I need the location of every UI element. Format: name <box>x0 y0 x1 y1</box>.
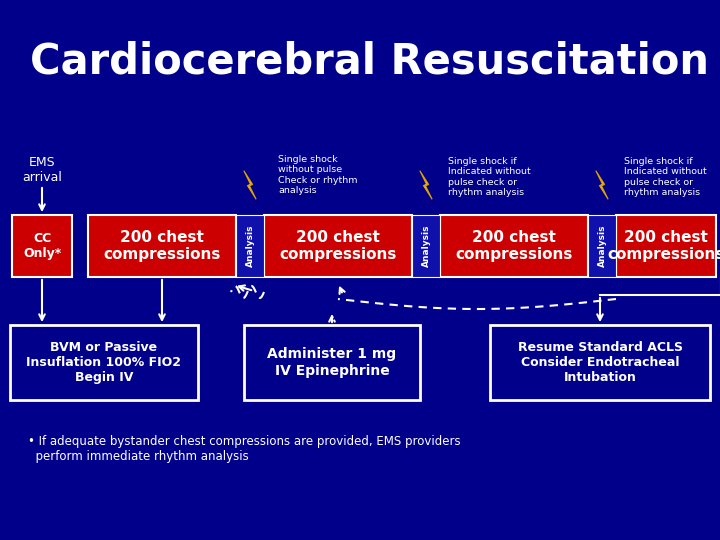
Polygon shape <box>244 171 256 199</box>
Text: • If adequate bystander chest compressions are provided, EMS providers
  perform: • If adequate bystander chest compressio… <box>28 435 461 463</box>
Text: Analysis: Analysis <box>246 225 254 267</box>
Text: 200 chest
compressions: 200 chest compressions <box>279 230 397 262</box>
Text: Analysis: Analysis <box>421 225 431 267</box>
Polygon shape <box>420 171 432 199</box>
FancyBboxPatch shape <box>440 215 588 277</box>
Polygon shape <box>596 171 608 199</box>
FancyBboxPatch shape <box>236 215 264 277</box>
Text: EMS
arrival: EMS arrival <box>22 156 62 184</box>
Text: 200 chest
compressions: 200 chest compressions <box>455 230 572 262</box>
Text: Single shock
without pulse
Check or rhythm
analysis: Single shock without pulse Check or rhyt… <box>278 155 358 195</box>
Text: Cardiocerebral Resuscitation: Cardiocerebral Resuscitation <box>30 41 709 83</box>
FancyBboxPatch shape <box>10 325 198 400</box>
FancyBboxPatch shape <box>490 325 710 400</box>
FancyBboxPatch shape <box>244 325 420 400</box>
Text: BVM or Passive
Insuflation 100% FIO2
Begin IV: BVM or Passive Insuflation 100% FIO2 Beg… <box>27 341 181 384</box>
Text: CC
Only*: CC Only* <box>23 232 61 260</box>
Text: Resume Standard ACLS
Consider Endotracheal
Intubation: Resume Standard ACLS Consider Endotrache… <box>518 341 683 384</box>
Text: 200 chest
compressions: 200 chest compressions <box>607 230 720 262</box>
Text: Single shock if
Indicated without
pulse check or
rhythm analysis: Single shock if Indicated without pulse … <box>448 157 531 197</box>
FancyBboxPatch shape <box>588 215 616 277</box>
FancyBboxPatch shape <box>12 215 72 277</box>
FancyBboxPatch shape <box>616 215 716 277</box>
FancyBboxPatch shape <box>264 215 412 277</box>
Text: 200 chest
compressions: 200 chest compressions <box>103 230 221 262</box>
FancyBboxPatch shape <box>88 215 236 277</box>
FancyBboxPatch shape <box>412 215 440 277</box>
Text: Analysis: Analysis <box>598 225 606 267</box>
Text: Administer 1 mg
IV Epinephrine: Administer 1 mg IV Epinephrine <box>267 347 397 377</box>
Text: Single shock if
Indicated without
pulse check or
rhythm analysis: Single shock if Indicated without pulse … <box>624 157 707 197</box>
